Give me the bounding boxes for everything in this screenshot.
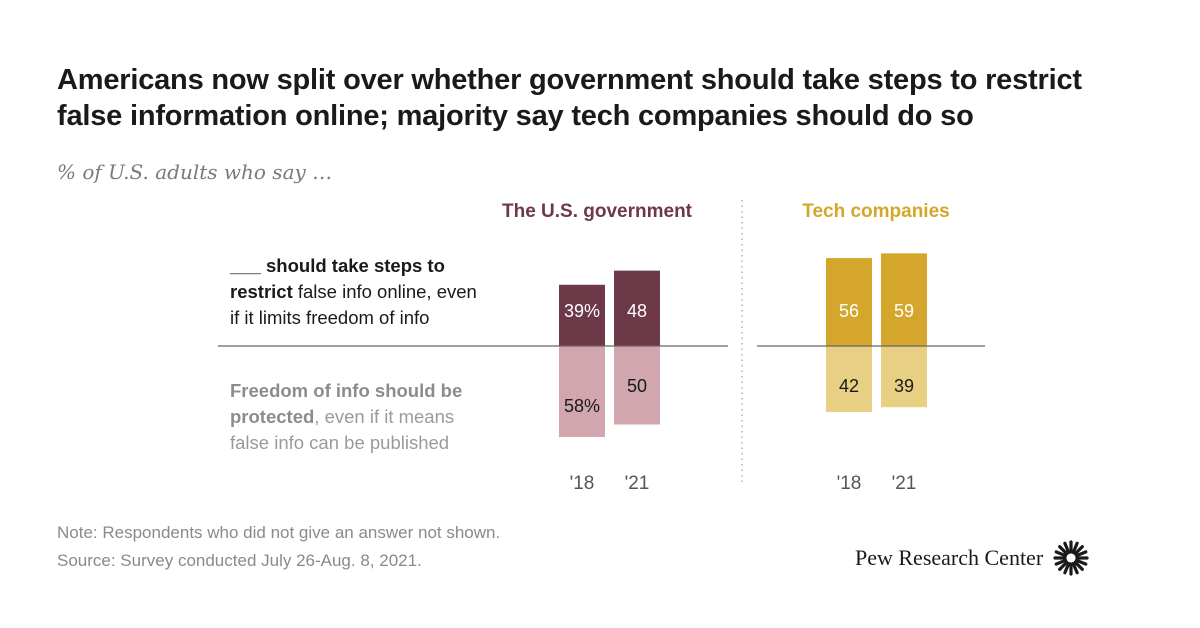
sunburst-ray [1071, 541, 1079, 555]
protect-row-label: Freedom of info should be protected, eve… [230, 378, 520, 456]
sunburst-ray [1073, 545, 1085, 556]
restrict-label-bold: should take steps to [260, 255, 445, 276]
sunburst-ray [1058, 545, 1069, 556]
the-u-s-government-header: The U.S. government [502, 201, 693, 222]
the-u-s-government-protect-label-1: 50 [627, 376, 647, 396]
the-u-s-government-tick-label-1: '21 [625, 473, 650, 494]
sunburst-ray [1063, 561, 1071, 575]
tech-companies-restrict-label-1: 59 [894, 301, 914, 321]
the-u-s-government-restrict-label-1: 48 [627, 301, 647, 321]
pew-logo: Pew Research Center [855, 540, 1089, 576]
restrict-blank: ___ [230, 255, 261, 276]
sunburst-ray [1073, 560, 1085, 571]
the-u-s-government-protect-bar-0 [559, 346, 605, 438]
logo-text: Pew Research Center [855, 545, 1044, 570]
restrict-label-rest: false info online, even [292, 281, 477, 302]
protect-label-line3: false info can be published [230, 432, 450, 453]
protect-label-bold1: Freedom of info should be [230, 380, 463, 401]
the-u-s-government-tick-label-0: '18 [570, 473, 595, 494]
note-text: Note: Respondents who did not give an an… [57, 523, 501, 542]
tech-companies-protect-label-0: 42 [839, 376, 859, 396]
the-u-s-government-protect-label-0: 58% [564, 396, 600, 416]
title-line-2: false information online; majority say t… [57, 100, 974, 132]
sunburst-ray [1058, 560, 1069, 571]
notes-block: Note: Respondents who did not give an an… [57, 519, 500, 575]
sunburst-ray [1075, 550, 1088, 558]
sunburst-ray [1063, 541, 1071, 555]
tech-companies-restrict-bar-1 [881, 253, 927, 346]
sunburst-ray [1071, 561, 1079, 575]
protect-keyword: protected [230, 406, 315, 427]
the-u-s-government-protect-bar-1 [614, 346, 660, 425]
chart-title: Americans now split over whether governm… [57, 62, 1167, 134]
sunburst-ray [1054, 558, 1068, 566]
pew-sunburst-icon [1053, 540, 1089, 576]
the-u-s-government-restrict-label-0: 39% [564, 301, 600, 321]
the-u-s-government-restrict-bar-1 [614, 270, 660, 346]
title-line-1: Americans now split over whether governm… [57, 64, 1082, 96]
tech-companies-tick-label-0: '18 [837, 473, 862, 494]
tech-companies-protect-label-1: 39 [894, 376, 914, 396]
protect-label-rest: , even if it means [314, 406, 455, 427]
tech-companies-restrict-bar-0 [826, 258, 872, 346]
restrict-row-label: ___ should take steps to restrict false … [230, 253, 520, 331]
tech-companies-header: Tech companies [802, 201, 949, 222]
tech-companies-protect-bar-1 [881, 346, 927, 408]
restrict-keyword: restrict [230, 281, 293, 302]
tech-companies-protect-bar-0 [826, 346, 872, 412]
the-u-s-government-restrict-bar-0 [559, 284, 605, 346]
source-text: Source: Survey conducted July 26-Aug. 8,… [57, 551, 422, 570]
tech-companies-restrict-label-0: 56 [839, 301, 859, 321]
sunburst-ray [1054, 550, 1068, 558]
chart-subtitle: % of U.S. adults who say … [57, 160, 333, 184]
restrict-label-line3: if it limits freedom of info [230, 307, 430, 328]
tech-companies-tick-label-1: '21 [892, 473, 917, 494]
sunburst-ray [1075, 558, 1088, 566]
